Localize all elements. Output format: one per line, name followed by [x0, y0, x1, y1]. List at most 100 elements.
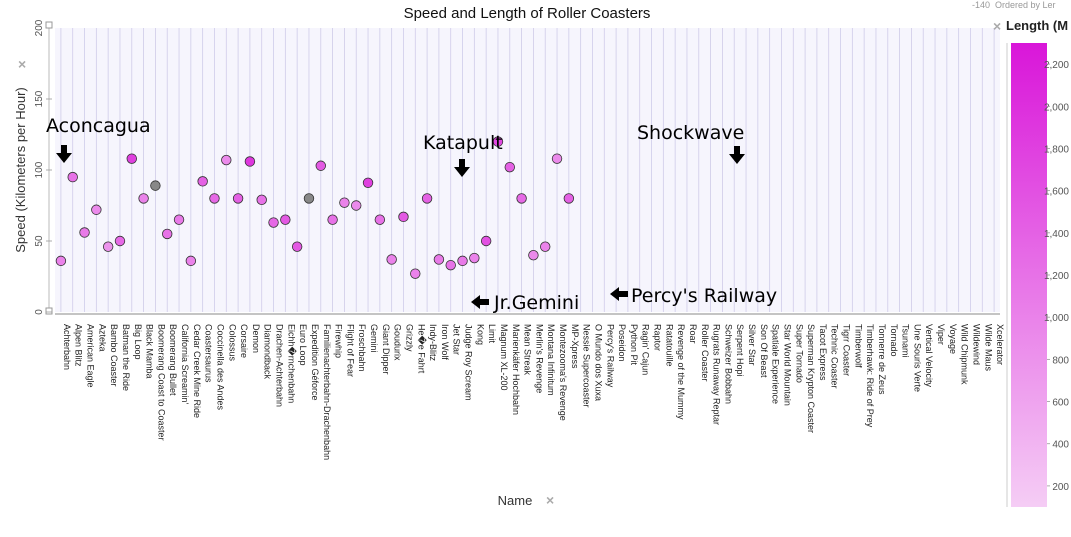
x-tick-label: Familienachterbahn-Drachenbahn	[322, 324, 332, 460]
data-point	[162, 228, 173, 240]
data-point	[362, 177, 374, 188]
annotation-percys-arrow-head	[610, 287, 619, 301]
x-tick-label: Froschbahn	[357, 324, 367, 372]
x-tick-label: Timberwolf	[853, 324, 863, 368]
x-tick-label: Wildewind	[971, 324, 981, 365]
x-tick-label: Eichh�rnchenbahn	[286, 324, 297, 403]
data-point	[457, 255, 468, 267]
annotation-katapult-arrow-shaft	[459, 159, 465, 167]
annotation-aconcagua: Aconcagua	[46, 115, 151, 137]
x-tick-label: Azteka	[97, 324, 107, 352]
x-tick-label: Tornado	[889, 324, 899, 357]
data-point	[421, 193, 433, 204]
y-axis-handle-bottom	[45, 307, 53, 315]
legend-tick-label: 2,000	[1044, 102, 1069, 113]
x-tick-label: Super Tornado	[794, 324, 804, 383]
x-tick-label: Silver Star	[747, 324, 757, 366]
y-axis-label: Speed (Kilometers per Hour)	[13, 87, 28, 252]
x-tick-label: Wilde Maus	[983, 324, 993, 372]
x-tick-label: Percy's Railway	[605, 324, 615, 388]
x-tick-label: Achterbahn	[62, 324, 72, 370]
annotation-jrgemini-arrow-head	[471, 295, 480, 309]
x-tick-label: Superman Krypton Coaster	[806, 324, 816, 433]
legend-tick-label: 800	[1052, 355, 1069, 366]
x-tick-label: Tigrr Coaster	[842, 324, 852, 376]
annotation-shockwave-arrow-head	[729, 154, 745, 164]
x-tick-label: O Mundo dos Xuxa	[593, 324, 603, 401]
data-point	[528, 249, 539, 261]
data-point	[386, 254, 397, 265]
annotation-percys-arrow-shaft	[619, 291, 628, 297]
y-tick-label: 100	[34, 161, 45, 178]
annotation-percys-railway: Percy's Railway	[631, 285, 777, 307]
y-axis-close-button[interactable]: ×	[18, 56, 27, 72]
data-point	[516, 193, 527, 204]
x-tick-label: He�e Fahrt	[416, 324, 427, 374]
annotation-shockwave: Shockwave	[637, 122, 744, 144]
x-tick-label: Roar	[688, 324, 698, 344]
data-point	[209, 193, 220, 204]
x-tick-label: Tacot Express	[818, 324, 828, 381]
data-point	[126, 153, 137, 164]
x-axis-label: Name	[498, 493, 533, 508]
annotation-aconcagua-arrow-head	[56, 153, 72, 163]
data-point	[480, 235, 492, 247]
x-tick-label: American Eagle	[86, 324, 96, 388]
data-point	[445, 259, 456, 271]
data-point	[91, 204, 102, 215]
x-tick-label: Schweizer Bobbahn	[723, 324, 733, 404]
data-point	[504, 161, 515, 173]
x-tick-label: Ragin' Cajun	[641, 324, 651, 375]
x-axis-close-button[interactable]: ×	[546, 492, 555, 508]
x-tick-label: Marienkäfer Hochbahn	[511, 324, 521, 415]
x-tick-label: Euro Loop	[298, 324, 308, 366]
legend-tick-label: 2,200	[1044, 60, 1069, 71]
x-tick-label: Grizzly	[404, 324, 414, 352]
x-tick-label: Indy-Blitz	[428, 324, 438, 362]
x-tick-label: Poseidon	[617, 324, 627, 362]
x-tick-label: Colossus	[227, 324, 237, 362]
x-tick-label: Jet Star	[452, 324, 462, 355]
x-tick-label: Drachen-Achterbahn	[275, 324, 285, 407]
x-tick-label: Expedition Géforce	[310, 324, 320, 401]
x-tick-label: Cedar Creek Mine Ride	[192, 324, 202, 418]
x-tick-label: MP-Xpress	[570, 324, 580, 369]
x-tick-label: Viper	[936, 324, 946, 345]
x-tick-label: Boomerang Coast to Coaster	[156, 324, 166, 441]
x-tick-label: Judge Roy Scream	[464, 324, 474, 401]
legend-tick-label: 600	[1052, 398, 1069, 409]
ordered-by-label: Ordered by Ler	[995, 0, 1056, 10]
data-point	[374, 214, 386, 225]
data-point	[433, 254, 445, 265]
legend-tick-label: 1,800	[1044, 144, 1069, 155]
data-point	[244, 156, 256, 167]
legend-color-bar	[1011, 43, 1047, 507]
data-point	[540, 241, 551, 252]
data-point	[551, 153, 563, 164]
x-tick-label: Merlin's Revenge	[534, 324, 544, 393]
data-point	[67, 171, 78, 183]
data-point	[280, 214, 291, 225]
x-tick-label: Coastersaurus	[204, 324, 214, 383]
legend-tick-label: 200	[1052, 482, 1069, 493]
y-axis-handle-top	[45, 21, 53, 29]
x-tick-label: Timberhawk: Ride of Prey	[865, 324, 875, 428]
x-tick-label: Goudurix	[393, 324, 403, 361]
x-tick-label: Alpen Blitz	[74, 324, 84, 367]
x-tick-label: Limit	[487, 324, 497, 344]
x-tick-label: Big Loop	[133, 324, 143, 360]
legend-title: Length (M	[1006, 18, 1069, 33]
x-tick-label: Voyage	[948, 324, 958, 354]
x-tick-label: Son Of Beast	[759, 324, 769, 378]
data-point	[114, 235, 126, 247]
x-tick-label: Serpent Hopi	[735, 324, 745, 377]
x-tick-label: Star World Mountain	[782, 324, 792, 406]
data-point	[563, 193, 575, 204]
x-tick-label: Mean Streak	[523, 324, 533, 376]
x-tick-label: Spatiale Experience	[771, 324, 781, 404]
x-tick-label: Montezooma's Revenge	[558, 324, 568, 421]
legend-close-button[interactable]: ×	[993, 18, 1002, 34]
data-point	[469, 252, 480, 264]
data-point	[339, 197, 350, 208]
